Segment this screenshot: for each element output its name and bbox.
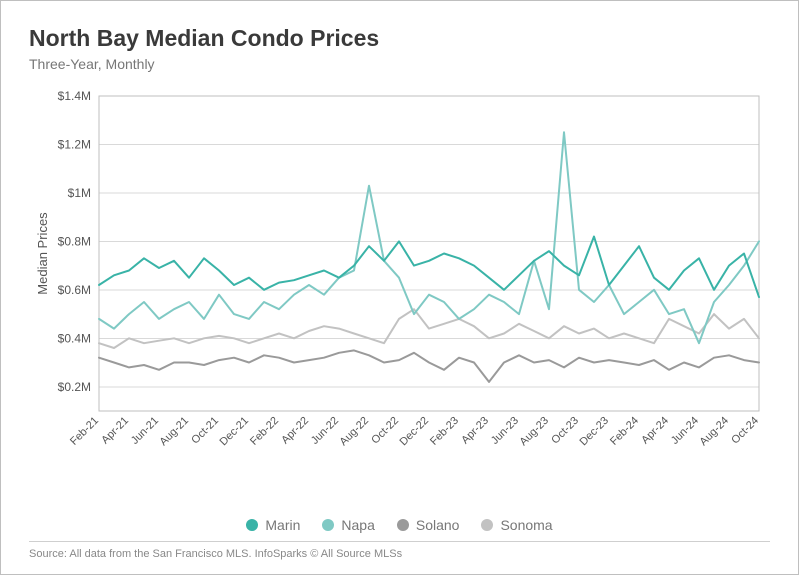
svg-text:Oct-23: Oct-23 xyxy=(549,415,581,447)
legend-item-marin: Marin xyxy=(246,517,300,533)
svg-text:Aug-22: Aug-22 xyxy=(338,415,372,449)
chart-title: North Bay Median Condo Prices xyxy=(29,25,770,52)
legend-label-solano: Solano xyxy=(416,517,460,533)
svg-text:Feb-23: Feb-23 xyxy=(428,415,461,448)
legend-item-napa: Napa xyxy=(322,517,374,533)
svg-text:Jun-24: Jun-24 xyxy=(669,415,701,447)
svg-text:Apr-23: Apr-23 xyxy=(459,415,491,447)
svg-text:$0.2M: $0.2M xyxy=(58,380,91,394)
x-tick: Apr-21 xyxy=(99,415,131,447)
svg-text:Oct-24: Oct-24 xyxy=(729,415,761,447)
y-tick: $0.6M xyxy=(58,283,91,297)
legend-item-sonoma: Sonoma xyxy=(481,517,552,533)
svg-text:Aug-23: Aug-23 xyxy=(518,415,552,449)
y-tick: $0.8M xyxy=(58,234,91,248)
y-tick: $1.2M xyxy=(58,137,91,151)
svg-text:Feb-22: Feb-22 xyxy=(248,415,281,448)
x-tick: Feb-24 xyxy=(608,415,641,448)
svg-text:Feb-24: Feb-24 xyxy=(608,415,641,448)
svg-text:Apr-24: Apr-24 xyxy=(639,415,671,447)
x-tick: Feb-22 xyxy=(248,415,281,448)
svg-text:Dec-22: Dec-22 xyxy=(398,415,432,449)
svg-text:Apr-21: Apr-21 xyxy=(99,415,131,447)
grid xyxy=(99,96,759,387)
series-sonoma xyxy=(99,309,759,348)
series-solano xyxy=(99,350,759,382)
legend-swatch-marin xyxy=(246,519,258,531)
legend: Marin Napa Solano Sonoma xyxy=(29,507,770,541)
x-tick: Jun-23 xyxy=(489,415,521,447)
y-axis-label: Median Prices xyxy=(35,212,50,295)
legend-item-solano: Solano xyxy=(397,517,460,533)
chart-card: North Bay Median Condo Prices Three-Year… xyxy=(0,0,799,575)
x-tick: Oct-21 xyxy=(189,415,221,447)
line-chart: $0.2M $0.4M $0.6M $0.8M $1M $1.2M $1.4M Median … xyxy=(29,86,769,466)
y-tick: $0.2M xyxy=(58,380,91,394)
x-tick: Dec-23 xyxy=(578,415,612,449)
x-tick: Feb-23 xyxy=(428,415,461,448)
y-tick: $1.4M xyxy=(58,89,91,103)
y-tick: $0.4M xyxy=(58,331,91,345)
x-tick: Jun-22 xyxy=(309,415,341,447)
svg-text:Dec-21: Dec-21 xyxy=(218,415,252,449)
series-marin xyxy=(99,237,759,298)
legend-label-sonoma: Sonoma xyxy=(500,517,552,533)
x-tick: Jun-21 xyxy=(129,415,161,447)
x-tick: Dec-21 xyxy=(218,415,252,449)
svg-text:$0.4M: $0.4M xyxy=(58,331,91,345)
source-text: Source: All data from the San Francisco … xyxy=(29,541,770,560)
legend-label-marin: Marin xyxy=(265,517,300,533)
svg-text:Aug-24: Aug-24 xyxy=(698,415,732,449)
svg-text:Jun-22: Jun-22 xyxy=(309,415,341,447)
x-tick: Apr-24 xyxy=(639,415,671,447)
svg-text:Aug-21: Aug-21 xyxy=(158,415,192,449)
x-tick: Oct-24 xyxy=(729,415,761,447)
svg-text:Jun-21: Jun-21 xyxy=(129,415,161,447)
svg-text:$0.6M: $0.6M xyxy=(58,283,91,297)
svg-text:Apr-22: Apr-22 xyxy=(279,415,311,447)
x-tick: Aug-23 xyxy=(518,415,552,449)
legend-label-napa: Napa xyxy=(341,517,374,533)
x-tick: Oct-22 xyxy=(369,415,401,447)
svg-text:Jun-23: Jun-23 xyxy=(489,415,521,447)
chart-subtitle: Three-Year, Monthly xyxy=(29,56,770,72)
x-tick: Aug-21 xyxy=(158,415,192,449)
svg-text:$0.8M: $0.8M xyxy=(58,234,91,248)
x-tick: Feb-21 xyxy=(68,415,101,448)
svg-text:$1.2M: $1.2M xyxy=(58,137,91,151)
x-tick: Apr-22 xyxy=(279,415,311,447)
legend-swatch-napa xyxy=(322,519,334,531)
x-tick: Jun-24 xyxy=(669,415,701,447)
chart-area: $0.2M $0.4M $0.6M $0.8M $1M $1.2M $1.4M Median … xyxy=(29,86,770,507)
series-napa xyxy=(99,132,759,343)
svg-text:Feb-21: Feb-21 xyxy=(68,415,101,448)
legend-swatch-sonoma xyxy=(481,519,493,531)
svg-text:$1.4M: $1.4M xyxy=(58,89,91,103)
x-tick: Aug-24 xyxy=(698,415,732,449)
x-tick: Aug-22 xyxy=(338,415,372,449)
y-tick: $1M xyxy=(68,186,91,200)
svg-text:Oct-21: Oct-21 xyxy=(189,415,221,447)
svg-text:Oct-22: Oct-22 xyxy=(369,415,401,447)
svg-text:Dec-23: Dec-23 xyxy=(578,415,612,449)
svg-text:$1M: $1M xyxy=(68,186,91,200)
x-tick: Apr-23 xyxy=(459,415,491,447)
legend-swatch-solano xyxy=(397,519,409,531)
x-tick: Dec-22 xyxy=(398,415,432,449)
x-tick: Oct-23 xyxy=(549,415,581,447)
